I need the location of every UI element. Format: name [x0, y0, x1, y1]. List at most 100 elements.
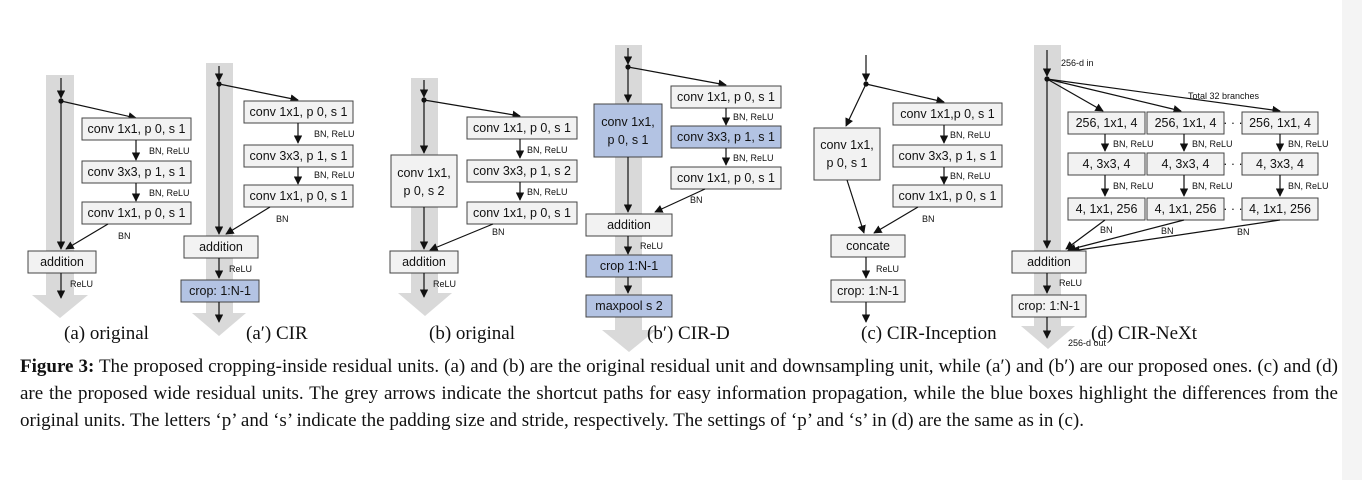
panel-a-prime-cir: conv 1x1, p 0, s 1 BN, ReLU conv 3x3, p …: [180, 63, 355, 344]
panel-label: (c) CIR-Inception: [861, 323, 997, 344]
relu-tag: ReLU: [229, 264, 252, 274]
bn-relu-tag: BN, ReLU: [733, 112, 774, 122]
panel-d-cir-next: 256-d in Total 32 branches 256, 1x1, 4 B…: [1011, 45, 1329, 349]
branch-conv-label: p 0, s 1: [827, 156, 868, 170]
conv-label: conv 1x1, p 0, s 1: [473, 121, 571, 135]
panel-label: (b′) CIR-D: [647, 323, 730, 344]
conv-label: conv 3x3, p 1, s 1: [677, 130, 775, 144]
caption-text: The proposed cropping-inside residual un…: [20, 356, 1338, 431]
input-dim-label: 256-d in: [1061, 58, 1094, 68]
bn-relu-tag: BN, ReLU: [1113, 139, 1154, 149]
branch-box: [1067, 111, 1146, 135]
panel-b-prime-cir-d: conv 1x1, p 0, s 1 conv 1x1, p 0, s 1 BN…: [585, 45, 782, 352]
conv-label: conv 3x3, p 1, s 1: [899, 149, 997, 163]
branch-box: [1146, 152, 1225, 176]
relu-tag: ReLU: [433, 279, 456, 289]
conv-box: [466, 201, 578, 225]
branch-label: 4, 1x1, 256: [1249, 202, 1311, 216]
bn-relu-tag: BN, ReLU: [149, 146, 190, 156]
total-branches-label: Total 32 branches: [1188, 91, 1260, 101]
figure-caption: Figure 3: The proposed cropping-inside r…: [20, 353, 1338, 434]
bn-tag: BN: [1100, 225, 1113, 235]
conv-label: conv 1x1, p 0, s 1: [473, 206, 571, 220]
relu-tag: ReLU: [70, 279, 93, 289]
branch-label: 256, 1x1, 4: [1249, 116, 1311, 130]
scrollbar-track[interactable]: [1342, 0, 1362, 480]
bn-relu-tag: BN, ReLU: [950, 171, 991, 181]
branch-label: 4, 3x3, 4: [1162, 157, 1210, 171]
crop-label: crop 1:N-1: [600, 259, 658, 273]
conv-label: conv 3x3, p 1, s 1: [250, 149, 348, 163]
panel-b-original: conv 1x1, p 0, s 2 conv 1x1, p 0, s 1 BN…: [389, 78, 578, 344]
branch-conv-box: [813, 127, 881, 181]
bn-tag: BN: [922, 214, 935, 224]
panel-label: (a′) CIR: [246, 323, 308, 344]
panel-c-cir-inception: conv 1x1, p 0, s 1 conv 1x1,p 0, s 1 BN,…: [813, 55, 1003, 344]
addition-box: [1011, 250, 1087, 274]
bn-tag: BN: [1161, 226, 1174, 236]
conv-box: [243, 184, 354, 208]
conv-label: conv 1x1, p 0, s 1: [250, 189, 348, 203]
shortcut-conv-label: p 0, s 1: [608, 133, 649, 147]
conv-box: [466, 159, 578, 183]
bn-relu-tag: BN, ReLU: [1113, 181, 1154, 191]
branch-label: 4, 1x1, 256: [1076, 202, 1138, 216]
bn-tag: BN: [1237, 227, 1250, 237]
bn-relu-tag: BN, ReLU: [1192, 181, 1233, 191]
conv-box: [892, 184, 1003, 208]
addition-box: [183, 235, 259, 259]
crop-box-highlighted: [585, 254, 673, 278]
bn-tag: BN: [690, 195, 703, 205]
branch-label: 256, 1x1, 4: [1076, 116, 1138, 130]
branch-label: 256, 1x1, 4: [1155, 116, 1217, 130]
addition-box: [27, 250, 97, 274]
addition-label: addition: [199, 240, 243, 254]
concat-label: concate: [846, 239, 890, 253]
crop-label: crop: 1:N-1: [837, 284, 899, 298]
bn-relu-tag: BN, ReLU: [733, 153, 774, 163]
panel-label: (b) original: [429, 323, 515, 344]
bn-relu-tag: BN, ReLU: [1288, 181, 1329, 191]
maxpool-box-highlighted: [585, 294, 673, 318]
branch-box: [1146, 197, 1225, 221]
crop-box: [830, 279, 906, 303]
conv-box: [892, 144, 1003, 168]
ellipsis: · · ·: [1223, 202, 1242, 216]
conv-box: [892, 102, 1003, 126]
shortcut-conv-box: [390, 154, 458, 208]
addition-label: addition: [402, 255, 446, 269]
bn-tag: BN: [276, 214, 289, 224]
crop-box: [1011, 294, 1087, 318]
relu-tag: ReLU: [640, 241, 663, 251]
bn-relu-tag: BN, ReLU: [950, 130, 991, 140]
conv-label: conv 1x1, p 0, s 1: [899, 189, 997, 203]
branch-box: [1067, 152, 1146, 176]
figure-3-diagram: conv 1x1, p 0, s 1 BN, ReLU conv 3x3, p …: [27, 45, 1329, 352]
crop-label: crop: 1:N-1: [1018, 299, 1080, 313]
maxpool-label: maxpool s 2: [595, 299, 662, 313]
relu-tag: ReLU: [1059, 278, 1082, 288]
bn-relu-tag: BN, ReLU: [314, 170, 355, 180]
ellipsis: · · ·: [1223, 157, 1242, 171]
relu-tag: ReLU: [876, 264, 899, 274]
conv-label: conv 1x1,p 0, s 1: [900, 107, 995, 121]
conv-box: [81, 201, 192, 225]
bn-relu-tag: BN, ReLU: [527, 145, 568, 155]
addition-label: addition: [607, 218, 651, 232]
conv-label: conv 1x1, p 0, s 1: [677, 90, 775, 104]
bn-tag: BN: [118, 231, 131, 241]
addition-label: addition: [1027, 255, 1071, 269]
crop-box-highlighted: [180, 279, 260, 303]
bn-relu-tag: BN, ReLU: [527, 187, 568, 197]
panel-label: (a) original: [64, 323, 149, 344]
bn-relu-tag: BN, ReLU: [1288, 139, 1329, 149]
bn-relu-tag: BN, ReLU: [314, 129, 355, 139]
addition-box: [585, 213, 673, 237]
shortcut-conv-label: conv 1x1,: [397, 166, 451, 180]
conv-label: conv 3x3, p 1, s 1: [88, 165, 186, 179]
conv-label: conv 1x1, p 0, s 1: [677, 171, 775, 185]
conv-label: conv 1x1, p 0, s 1: [88, 122, 186, 136]
conv-box: [466, 116, 578, 140]
panel-a-original: conv 1x1, p 0, s 1 BN, ReLU conv 3x3, p …: [27, 75, 192, 344]
branch-label: 4, 3x3, 4: [1083, 157, 1131, 171]
